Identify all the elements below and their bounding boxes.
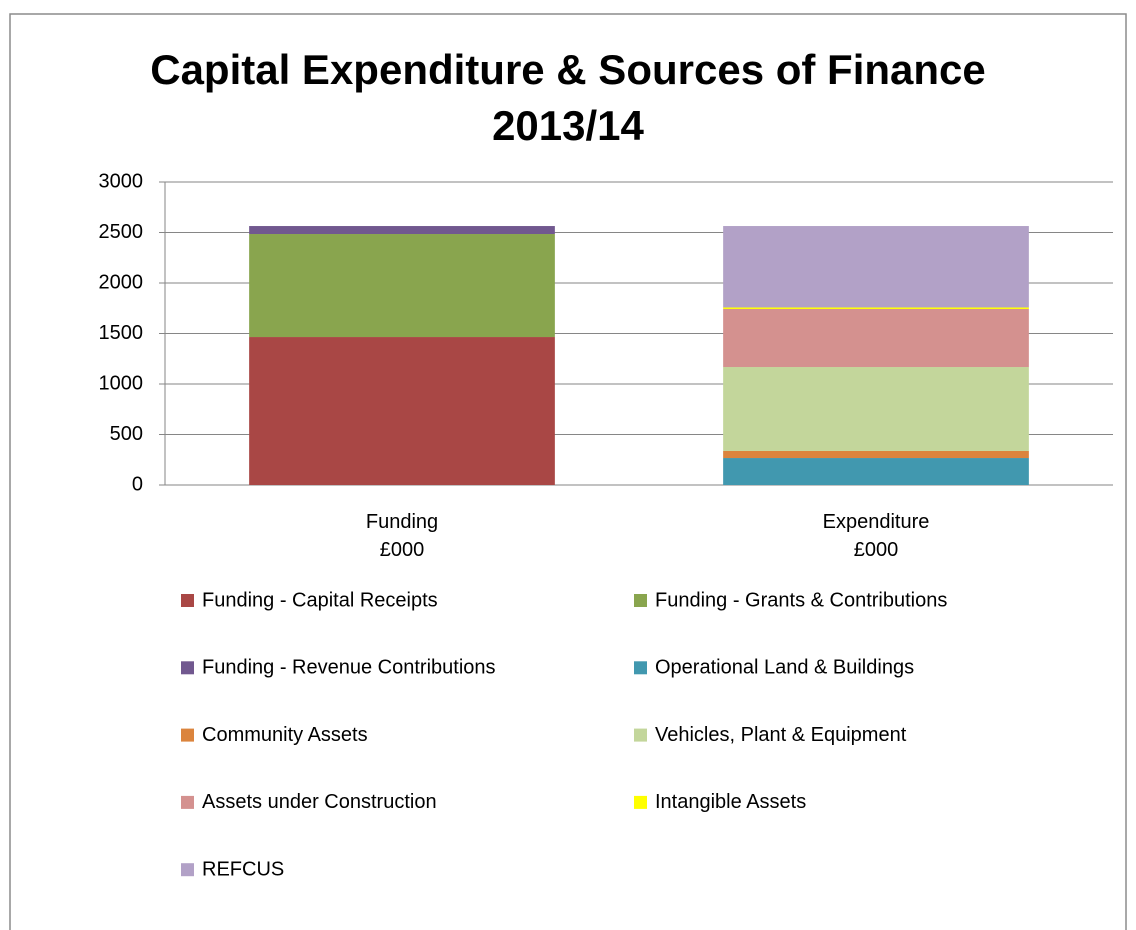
legend-swatch <box>181 863 194 877</box>
bar-segment <box>723 308 1029 368</box>
y-tick-label: 2500 <box>99 221 144 243</box>
y-tick-label: 2000 <box>99 271 144 293</box>
legend-swatch <box>634 661 647 675</box>
bar-segment <box>723 367 1029 451</box>
legend-label: Funding - Grants & Contributions <box>655 589 947 611</box>
legend-label: REFCUS <box>202 858 284 880</box>
y-tick-label: 1500 <box>99 322 144 344</box>
bar-segment <box>723 226 1029 308</box>
legend-swatch <box>634 594 647 607</box>
bar-segment <box>249 234 555 338</box>
legend-label: Intangible Assets <box>655 791 806 813</box>
legend-swatch <box>181 594 194 607</box>
bar-segment <box>723 450 1029 459</box>
legend-label: Funding - Revenue Contributions <box>202 657 496 679</box>
y-tick-label: 3000 <box>99 170 144 192</box>
bar-segment <box>249 226 555 235</box>
bar-segment <box>723 458 1029 485</box>
legend-swatch <box>181 661 194 675</box>
x-tick-label: Funding £000 <box>365 511 439 561</box>
legend-label: Assets under Construction <box>202 791 437 813</box>
legend-label: Vehicles, Plant & Equipment <box>655 724 907 746</box>
x-tick-label: Expenditure £000 <box>822 511 930 561</box>
y-tick-label: 1000 <box>99 372 144 394</box>
y-tick-label: 0 <box>132 473 143 495</box>
legend-swatch <box>181 795 194 809</box>
legend-swatch <box>181 728 194 742</box>
chart-title: Capital Expenditure & Sources of Finance… <box>150 46 986 149</box>
legend-swatch <box>634 728 647 742</box>
bar-segment <box>723 307 1029 309</box>
y-tick-label: 500 <box>110 423 143 445</box>
legend-swatch <box>634 795 647 809</box>
chart-border <box>9 13 1127 930</box>
bar-segment <box>249 337 555 485</box>
legend-label: Community Assets <box>202 724 368 746</box>
legend-label: Funding - Capital Receipts <box>202 589 438 611</box>
legend-label: Operational Land & Buildings <box>655 657 914 679</box>
